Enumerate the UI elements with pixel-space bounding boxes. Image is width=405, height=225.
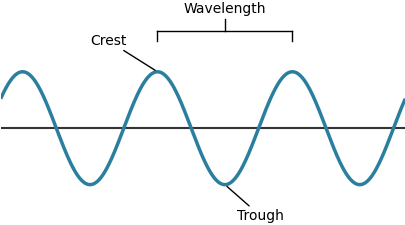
Text: Trough: Trough xyxy=(226,187,283,223)
Text: Wavelength: Wavelength xyxy=(183,2,266,16)
Text: Crest: Crest xyxy=(90,34,155,70)
